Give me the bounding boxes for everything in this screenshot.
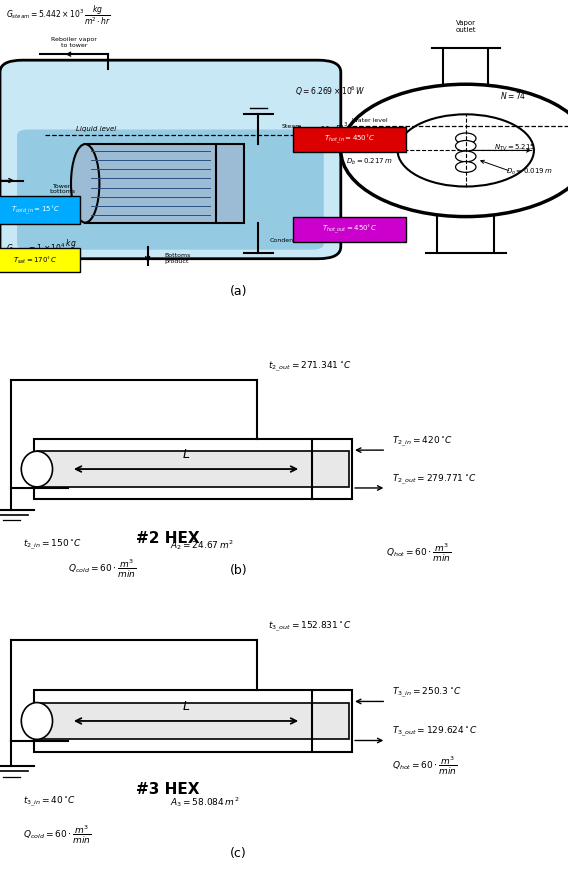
Text: #2 HEX: #2 HEX bbox=[136, 531, 199, 546]
Ellipse shape bbox=[71, 144, 99, 222]
Text: Steam: Steam bbox=[281, 124, 302, 128]
Text: #3 HEX: #3 HEX bbox=[136, 782, 199, 797]
Text: $T_{3\_out}=129.624\,^{\circ}C$: $T_{3\_out}=129.624\,^{\circ}C$ bbox=[392, 725, 477, 739]
Text: (a): (a) bbox=[230, 285, 247, 298]
Text: Reboiler vapor
to tower: Reboiler vapor to tower bbox=[51, 37, 97, 48]
Text: $D_b=0.217\,m$: $D_b=0.217\,m$ bbox=[346, 156, 393, 167]
FancyBboxPatch shape bbox=[293, 216, 406, 242]
Text: $t_{3\_out}=152.831\,^{\circ}C$: $t_{3\_out}=152.831\,^{\circ}C$ bbox=[268, 620, 352, 635]
Text: $Q=6.269\times10^{6}\,W$: $Q=6.269\times10^{6}\,W$ bbox=[295, 85, 366, 98]
Text: (c): (c) bbox=[230, 848, 247, 861]
FancyBboxPatch shape bbox=[293, 126, 406, 153]
Text: $t_{2\_in}=150\,^{\circ}C$: $t_{2\_in}=150\,^{\circ}C$ bbox=[23, 537, 82, 552]
Text: $D_o=0.019\,m$: $D_o=0.019\,m$ bbox=[506, 167, 552, 176]
Text: $t_{3\_in}=40\,^{\circ}C$: $t_{3\_in}=40\,^{\circ}C$ bbox=[23, 794, 76, 809]
Text: Vapor
outlet: Vapor outlet bbox=[456, 20, 476, 33]
Text: $A_3=58.084\,m^{2}$: $A_3=58.084\,m^{2}$ bbox=[170, 795, 240, 809]
Text: $T_{2\_out}=279.771\,^{\circ}C$: $T_{2\_out}=279.771\,^{\circ}C$ bbox=[392, 473, 477, 487]
Circle shape bbox=[341, 85, 568, 216]
Bar bbox=[37, 703, 349, 739]
Circle shape bbox=[456, 151, 476, 162]
Ellipse shape bbox=[22, 703, 52, 739]
Text: $T_{hot\_out}=450^{\circ}C$: $T_{hot\_out}=450^{\circ}C$ bbox=[321, 223, 377, 236]
Text: $L$: $L$ bbox=[182, 448, 190, 461]
Bar bbox=[37, 451, 349, 487]
FancyBboxPatch shape bbox=[0, 249, 80, 272]
Ellipse shape bbox=[22, 451, 52, 487]
Text: Tower
bottoms: Tower bottoms bbox=[49, 183, 76, 194]
Text: Liquid level: Liquid level bbox=[77, 126, 116, 133]
Text: $t_{2\_out}=271.341\,^{\circ}C$: $t_{2\_out}=271.341\,^{\circ}C$ bbox=[268, 360, 352, 374]
Text: $G_{steam}=5.442\times10^{3}\,\dfrac{kg}{m^{2}\cdot hr}$: $G_{steam}=5.442\times10^{3}\,\dfrac{kg}… bbox=[6, 3, 111, 27]
Text: Bottoms
product: Bottoms product bbox=[165, 254, 191, 264]
Text: (b): (b) bbox=[229, 564, 248, 577]
Text: $T_{cold\_in}=15^{\circ}C$: $T_{cold\_in}=15^{\circ}C$ bbox=[11, 204, 60, 216]
Text: Condensate: Condensate bbox=[270, 238, 307, 243]
Circle shape bbox=[456, 140, 476, 152]
Text: $Q_{cold}=60\cdot\dfrac{m^{3}}{min}$: $Q_{cold}=60\cdot\dfrac{m^{3}}{min}$ bbox=[23, 824, 91, 847]
Text: $T_{hot\_in}=450^{\circ}C$: $T_{hot\_in}=450^{\circ}C$ bbox=[324, 133, 375, 146]
Text: $T_{3\_in}=250.3\,^{\circ}C$: $T_{3\_in}=250.3\,^{\circ}C$ bbox=[392, 686, 461, 700]
Bar bbox=[34, 439, 352, 499]
Text: $T_{2\_in}=420\,^{\circ}C$: $T_{2\_in}=420\,^{\circ}C$ bbox=[392, 435, 453, 449]
Text: $G_{water}=1\times10^{4}\,\dfrac{kg}{hr}$: $G_{water}=1\times10^{4}\,\dfrac{kg}{hr}… bbox=[6, 238, 77, 260]
FancyBboxPatch shape bbox=[0, 60, 341, 259]
Text: $Q_{cold}=60\cdot\dfrac{m^{3}}{min}$: $Q_{cold}=60\cdot\dfrac{m^{3}}{min}$ bbox=[68, 558, 136, 580]
Circle shape bbox=[456, 161, 476, 173]
Bar bbox=[85, 144, 244, 222]
Text: $T_{sat}=170^{\circ}C$: $T_{sat}=170^{\circ}C$ bbox=[13, 255, 57, 266]
Circle shape bbox=[398, 114, 534, 187]
Text: Water level: Water level bbox=[352, 119, 388, 123]
Bar bbox=[34, 691, 352, 752]
Circle shape bbox=[456, 133, 476, 144]
Text: $L$: $L$ bbox=[182, 699, 190, 712]
FancyBboxPatch shape bbox=[0, 196, 80, 224]
Text: $N=74$: $N=74$ bbox=[500, 91, 526, 101]
Text: $Q_{hot}=60\cdot\dfrac{m^{3}}{min}$: $Q_{hot}=60\cdot\dfrac{m^{3}}{min}$ bbox=[392, 754, 457, 777]
Text: $Q_{hot}=60\cdot\dfrac{m^{3}}{min}$: $Q_{hot}=60\cdot\dfrac{m^{3}}{min}$ bbox=[295, 120, 351, 142]
Text: $N_{TV}=5.215$: $N_{TV}=5.215$ bbox=[494, 142, 536, 153]
Text: $A_2=24.67\,m^{2}$: $A_2=24.67\,m^{2}$ bbox=[170, 538, 234, 552]
FancyBboxPatch shape bbox=[17, 129, 324, 249]
Text: $Q_{hot}=60\cdot\dfrac{m^{3}}{min}$: $Q_{hot}=60\cdot\dfrac{m^{3}}{min}$ bbox=[386, 542, 452, 564]
